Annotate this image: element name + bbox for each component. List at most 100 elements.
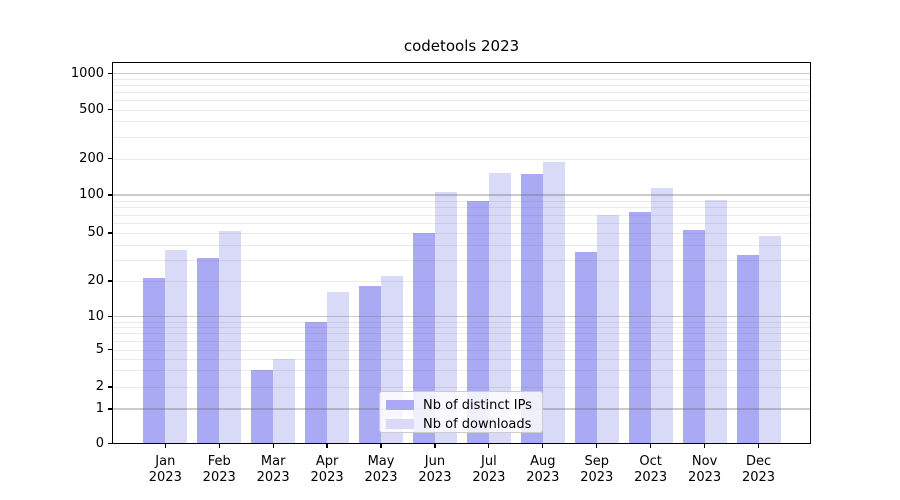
bar-downloads-feb <box>219 230 242 444</box>
bar-distinct-ips-apr <box>305 321 328 444</box>
y-tick-label: 5 <box>95 341 104 357</box>
x-tick-label-month: Aug <box>530 453 556 469</box>
x-tick-label-month: Jun <box>424 453 446 469</box>
minor-gridline <box>113 92 810 94</box>
y-tick-label: 100 <box>79 187 104 202</box>
x-tick-mark <box>704 443 706 448</box>
x-tick-label-month: Feb <box>207 453 231 469</box>
minor-gridline <box>113 259 810 261</box>
y-tick-mark <box>108 348 112 351</box>
x-tick-label-year: 2023 <box>688 470 722 485</box>
bar-downloads-dec <box>758 236 781 444</box>
y-tick-mark <box>108 442 112 445</box>
minor-gridline <box>113 109 810 111</box>
minor-gridline <box>113 214 810 216</box>
bar-downloads-nov <box>704 199 727 444</box>
x-tick-label-month: May <box>367 453 395 469</box>
x-tick-label-month: Mar <box>260 453 286 469</box>
y-tick-label: 2 <box>95 379 104 394</box>
x-tick-label-year: 2023 <box>472 470 506 485</box>
minor-gridline <box>113 200 810 202</box>
major-gridline <box>113 315 810 318</box>
bar-distinct-ips-nov <box>682 229 705 444</box>
minor-gridline <box>113 158 810 160</box>
legend-item-downloads: Nb of downloads <box>386 416 535 432</box>
legend-swatch-distinct-ips-icon <box>386 399 414 411</box>
minor-gridline <box>113 349 810 351</box>
minor-gridline <box>113 223 810 224</box>
bar-downloads-aug <box>542 161 565 444</box>
minor-gridline <box>113 281 810 282</box>
y-tick-mark <box>108 386 112 388</box>
x-tick-label-year: 2023 <box>741 470 776 485</box>
x-tick-mark <box>596 443 598 448</box>
x-tick-mark <box>272 443 274 448</box>
legend-swatch-downloads-icon <box>386 418 414 430</box>
y-tick-label: 500 <box>79 101 104 117</box>
bar-distinct-ips-aug <box>520 174 543 444</box>
x-tick-label-year: 2023 <box>418 470 452 485</box>
y-tick-label: 10 <box>87 308 104 324</box>
x-tick-label-month: Oct <box>639 453 662 469</box>
x-tick-label-month: Sep <box>584 453 609 469</box>
bar-downloads-oct <box>650 187 673 444</box>
x-tick-label-year: 2023 <box>364 470 398 485</box>
minor-gridline <box>113 121 810 123</box>
bar-distinct-ips-jun <box>412 233 435 444</box>
y-tick-mark <box>108 280 112 282</box>
legend-label-downloads: Nb of downloads <box>423 416 532 432</box>
minor-gridline <box>113 233 810 234</box>
bar-distinct-ips-may <box>359 286 382 444</box>
y-tick-mark <box>108 408 112 410</box>
bar-distinct-ips-dec <box>736 254 759 444</box>
x-tick-mark <box>488 443 490 448</box>
x-tick-label-year: 2023 <box>526 470 560 485</box>
x-tick-mark <box>218 443 220 448</box>
minor-gridline <box>113 78 810 80</box>
x-tick-mark <box>164 443 166 448</box>
x-tick-mark <box>757 443 760 448</box>
x-tick-label-year: 2023 <box>634 470 668 485</box>
y-tick-mark <box>108 315 112 318</box>
y-tick-mark <box>108 72 112 75</box>
y-tick-mark <box>108 194 112 196</box>
minor-gridline <box>113 370 810 372</box>
major-gridline <box>113 72 810 75</box>
bar-distinct-ips-feb <box>197 258 220 444</box>
legend-item-distinct-ips: Nb of distinct IPs <box>386 397 535 413</box>
legend-label-distinct-ips: Nb of distinct IPs <box>423 397 532 413</box>
x-tick-label-year: 2023 <box>202 470 236 485</box>
x-tick-mark <box>326 443 328 448</box>
x-tick-mark <box>434 443 436 448</box>
bar-distinct-ips-oct <box>628 211 651 444</box>
x-tick-mark <box>542 443 544 448</box>
y-tick-label: 20 <box>87 273 104 288</box>
minor-gridline <box>113 333 810 335</box>
minor-gridline <box>113 387 810 388</box>
minor-gridline <box>113 358 810 360</box>
chart-title: codetools 2023 <box>403 37 520 55</box>
bar-distinct-ips-jan <box>143 278 166 444</box>
y-tick-label: 0 <box>95 435 104 451</box>
x-tick-mark <box>650 443 652 448</box>
x-tick-label-year: 2023 <box>310 470 344 485</box>
y-tick-label: 1000 <box>70 65 104 81</box>
x-tick-label-month: Jan <box>155 453 176 469</box>
minor-gridline <box>113 327 810 329</box>
bar-downloads-sep <box>596 214 619 444</box>
x-tick-label-month: Apr <box>315 453 339 469</box>
minor-gridline <box>113 100 810 102</box>
x-tick-label-month: Jul <box>481 453 497 469</box>
bar-distinct-ips-mar <box>251 370 274 444</box>
bar-downloads-jun <box>434 192 457 444</box>
bar-downloads-jul <box>488 172 511 444</box>
y-tick-label: 50 <box>87 225 104 240</box>
x-tick-label-year: 2023 <box>580 470 614 485</box>
x-tick-label-month: Nov <box>691 453 718 469</box>
major-gridline <box>113 194 810 196</box>
y-tick-label: 1 <box>95 401 104 416</box>
x-tick-mark <box>380 443 382 448</box>
y-tick-mark <box>108 157 112 160</box>
minor-gridline <box>113 321 810 323</box>
minor-gridline <box>113 136 810 138</box>
